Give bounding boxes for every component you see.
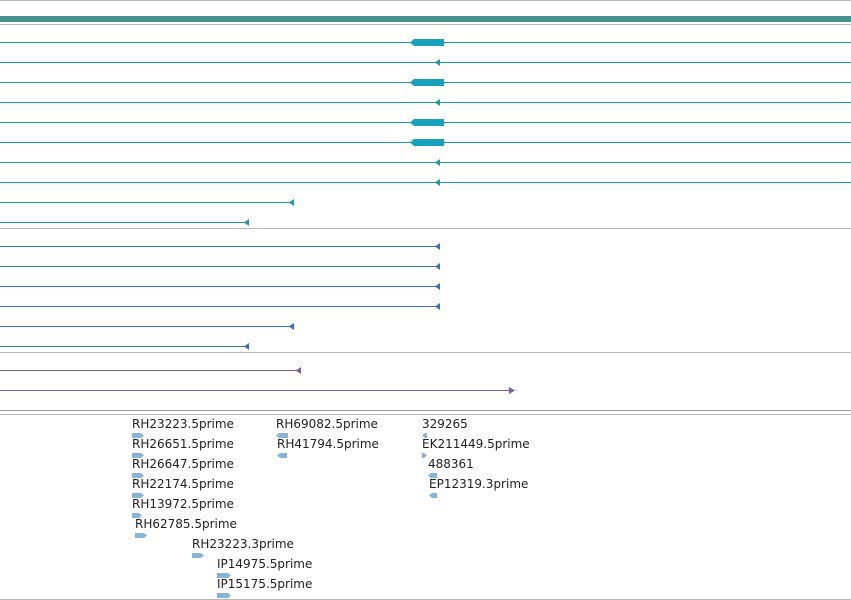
teal-transcript[interactable] [0,139,851,146]
blue-transcript-track [0,243,440,350]
est-feature[interactable]: RH26651.5prime [132,437,234,458]
teal-exon-block [410,139,444,146]
strand-arrow-left-icon [244,219,249,226]
est-feature-label: 488361 [428,457,474,471]
teal-exon-block [410,119,444,126]
est-feature[interactable]: RH69082.5prime [276,417,378,438]
purple-transcript-track [0,367,515,394]
est-arrow-icon [429,493,437,498]
strand-arrow-left-icon [435,263,440,270]
teal-transcript[interactable] [0,159,851,166]
est-arrow-icon [132,473,144,478]
est-arrow-icon [132,453,144,458]
strand-arrow-left-icon [289,323,294,330]
est-feature-label: RH13972.5prime [132,497,234,511]
scale-bar [0,16,851,22]
est-feature[interactable]: EK211449.5prime [422,437,530,458]
est-arrow-icon [422,453,427,458]
blue-transcript[interactable] [0,283,440,290]
teal-transcript[interactable] [0,219,249,226]
est-arrow-icon [132,493,144,498]
teal-transcript[interactable] [0,119,851,126]
est-feature-label: RH26651.5prime [132,437,234,451]
est-arrow-icon [422,433,427,438]
teal-transcript[interactable] [0,99,851,106]
est-feature[interactable]: RH26647.5prime [132,457,234,478]
est-feature-label: IP15175.5prime [217,577,312,591]
est-feature-label: RH22174.5prime [132,477,234,491]
est-feature[interactable]: 329265 [422,417,468,438]
strand-arrow-left-icon [435,99,440,106]
strand-arrow-left-icon [244,343,249,350]
teal-exon-block [410,79,444,86]
est-feature-label: IP14975.5prime [217,557,312,571]
teal-transcript-track [0,39,851,226]
est-feature-label: EP12319.3prime [429,477,528,491]
strand-arrow-left-icon [435,303,440,310]
est-arrow-icon [132,433,144,438]
purple-transcript[interactable] [0,387,515,394]
est-arrow-icon [276,433,288,438]
est-feature-label: RH23223.3prime [192,537,294,551]
est-feature[interactable]: RH23223.5prime [132,417,234,438]
strand-arrow-left-icon [289,199,294,206]
blue-transcript[interactable] [0,303,440,310]
est-arrow-icon [217,573,231,578]
strand-arrow-left-icon [435,283,440,290]
teal-transcript[interactable] [0,179,851,186]
est-feature-label: RH41794.5prime [277,437,379,451]
strand-arrow-left-icon [435,243,440,250]
est-feature-label: RH23223.5prime [132,417,234,431]
est-feature[interactable]: IP14975.5prime [217,557,312,578]
est-feature-track: RH23223.5prime RH26651.5prime RH26647.5pri… [132,417,530,598]
strand-arrow-left-icon [296,367,301,374]
strand-arrow-right-icon [509,387,515,394]
est-feature-label: RH69082.5prime [276,417,378,431]
teal-transcript[interactable] [0,59,851,66]
est-feature[interactable]: IP15175.5prime [217,577,312,598]
blue-transcript[interactable] [0,243,440,250]
est-feature[interactable]: RH13972.5prime [132,497,234,518]
strand-arrow-left-icon [435,159,440,166]
est-arrow-icon [132,513,142,518]
est-feature-label: RH26647.5prime [132,457,234,471]
teal-transcript[interactable] [0,79,851,86]
est-feature[interactable]: 488361 [428,457,474,478]
blue-transcript[interactable] [0,323,294,330]
est-feature-label: EK211449.5prime [422,437,530,451]
teal-exon-block [410,39,444,46]
est-arrow-icon [192,553,204,558]
est-arrow-icon [135,533,147,538]
blue-transcript[interactable] [0,263,440,270]
est-feature-label: RH62785.5prime [135,517,237,531]
est-feature[interactable]: RH62785.5prime [135,517,237,538]
strand-arrow-left-icon [435,179,440,186]
purple-transcript[interactable] [0,367,301,374]
strand-arrow-left-icon [435,59,440,66]
est-arrow-icon [217,593,231,598]
est-feature[interactable]: RH41794.5prime [277,437,379,458]
teal-transcript[interactable] [0,39,851,46]
teal-transcript[interactable] [0,199,294,206]
est-feature[interactable]: EP12319.3prime [429,477,528,498]
est-feature-label: 329265 [422,417,468,431]
est-feature[interactable]: RH22174.5prime [132,477,234,498]
est-feature[interactable]: RH23223.3prime [192,537,294,558]
est-arrow-icon [277,453,287,458]
blue-transcript[interactable] [0,343,249,350]
est-arrow-icon [428,473,437,478]
